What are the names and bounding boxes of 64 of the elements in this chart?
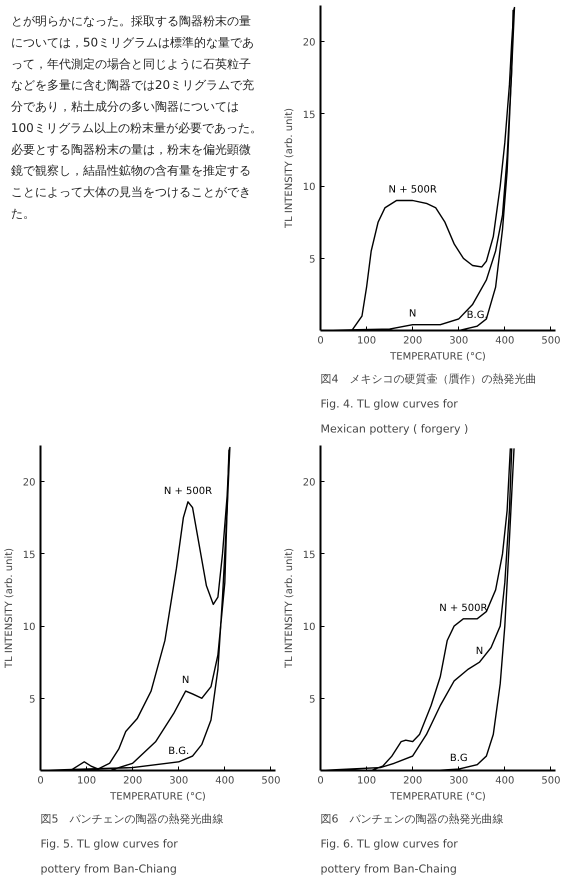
annotation: N — [476, 646, 484, 658]
y-axis-title: TL INTENSITY (arb. unit) — [284, 548, 295, 670]
y-tick-label: 5 — [29, 694, 36, 706]
annotation: N + 500R — [439, 602, 488, 614]
x-tick-label: 500 — [541, 336, 560, 346]
annotation: B.G. — [168, 746, 190, 757]
text: って，年代測定の場合と同じように石英粒子 — [10, 56, 251, 71]
x-tick-label: 300 — [449, 776, 468, 786]
annotation: N — [182, 675, 190, 686]
text: 必要とする陶器粉末の量は，粉末を偏光顕微 — [10, 142, 251, 156]
y-tick-label: 15 — [22, 550, 36, 561]
y-tick-label: 5 — [309, 254, 316, 266]
x-tick-label: 100 — [357, 776, 376, 786]
y-tick-label: 15 — [302, 550, 316, 561]
annotation: B.G — [450, 753, 468, 764]
y-tick-label: 15 — [302, 110, 316, 121]
y-axis-title: TL INTENSITY (arb. unit) — [284, 108, 295, 230]
x-tick-label: 300 — [169, 776, 188, 786]
x-tick-label: 400 — [215, 776, 234, 786]
y-tick-label: 20 — [302, 38, 316, 49]
text: 分であり，粘土成分の多い陶器については — [10, 100, 239, 114]
annotation: N — [408, 308, 416, 320]
y-axis-title: TL INTENSITY (arb. unit) — [4, 548, 15, 670]
caption: 図6 バンチェンの陶器の熱発光曲線 — [320, 812, 504, 826]
x-tick-label: 100 — [357, 336, 376, 346]
text: については，50ミリグラムは標準的な量であ — [10, 35, 254, 50]
x-tick-label: 200 — [403, 336, 422, 346]
y-tick-label: 20 — [22, 478, 36, 489]
x-tick-label: 500 — [541, 776, 560, 786]
y-tick-label: 20 — [302, 478, 316, 489]
caption: 図5 バンチェンの陶器の熱発光曲線 — [40, 812, 224, 826]
caption: 図4 メキシコの硬質壷（贋作）の熱発光曲 — [320, 372, 536, 386]
x-tick-label: 100 — [77, 776, 96, 786]
x-tick-label: 400 — [495, 776, 514, 786]
x-tick-label: 0 — [317, 336, 324, 346]
y-tick-label: 5 — [309, 694, 316, 706]
x-axis-title: TEMPERATURE (°C) — [389, 352, 486, 362]
annotation: B.G. — [466, 310, 488, 322]
annotation: N + 500R — [164, 486, 212, 497]
text: 鏡で観察し，結晶性鉱物の含有量を推定する — [10, 164, 251, 178]
text: ことによって大体の見当をつけることができ — [10, 185, 251, 200]
text: などを多量に含む陶器では20ミリグラムで充 — [10, 78, 254, 92]
text: pottery from Ban-Chaing — [320, 862, 457, 876]
text: とが明らかになった。採取する陶器粉末の量 — [10, 14, 251, 28]
x-tick-label: 0 — [37, 776, 44, 786]
x-tick-label: 200 — [123, 776, 142, 786]
text: た。 — [10, 206, 35, 220]
x-tick-label: 500 — [261, 776, 280, 786]
x-tick-label: 400 — [495, 336, 514, 346]
x-tick-label: 300 — [449, 336, 468, 346]
y-tick-label: 10 — [302, 182, 316, 194]
text: pottery from Ban-Chiang — [40, 862, 177, 876]
x-axis-title: TEMPERATURE (°C) — [389, 792, 486, 802]
annotation: N + 500R — [388, 184, 437, 196]
y-tick-label: 10 — [22, 622, 36, 634]
x-tick-label: 0 — [317, 776, 324, 786]
caption: Fig. 5. TL glow curves for — [40, 838, 178, 850]
x-tick-label: 200 — [403, 776, 422, 786]
caption: Fig. 6. TL glow curves for — [320, 838, 458, 850]
x-axis-title: TEMPERATURE (°C) — [109, 792, 206, 802]
y-tick-label: 10 — [302, 622, 316, 634]
text: 100ミリグラム以上の粉末量が必要であった。 — [10, 120, 262, 135]
caption: Fig. 4. TL glow curves for — [320, 398, 458, 410]
text: Mexican pottery ( forgery ) — [320, 422, 468, 436]
